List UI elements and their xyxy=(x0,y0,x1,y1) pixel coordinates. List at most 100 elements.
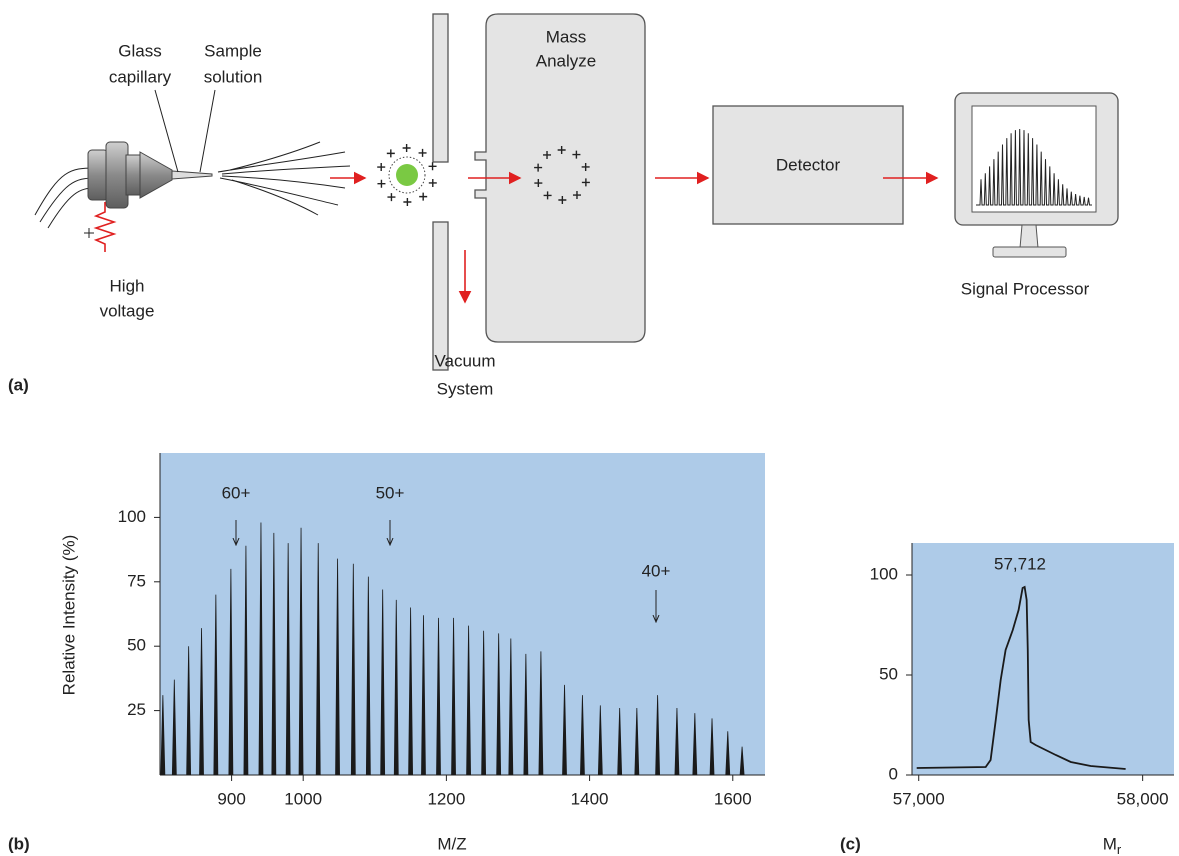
annotation: 40+ xyxy=(642,561,671,580)
peak xyxy=(213,594,219,776)
annotation: 60+ xyxy=(222,483,251,502)
charge-symbol xyxy=(581,162,590,171)
charge-symbol xyxy=(558,195,567,204)
droplet xyxy=(396,164,418,186)
x-tick-label: 1400 xyxy=(571,789,609,808)
label: Signal Processor xyxy=(961,279,1090,298)
label: Sample xyxy=(204,41,262,60)
panel-label: (c) xyxy=(840,834,861,853)
x-tick-label: 1200 xyxy=(427,789,465,808)
annotation: 50+ xyxy=(376,483,405,502)
peak xyxy=(199,628,204,776)
y-tick-label: 50 xyxy=(127,636,146,655)
x-tick-label: 900 xyxy=(217,789,245,808)
charge-symbol xyxy=(418,148,427,157)
label: Analyze xyxy=(536,51,596,70)
flow-arrows xyxy=(330,171,939,304)
peak xyxy=(421,615,426,776)
x-axis-label: M/Z xyxy=(437,834,466,853)
peak xyxy=(597,705,603,776)
peak xyxy=(258,522,264,776)
annotation: 57,712 xyxy=(994,554,1046,573)
x-tick-label: 58,000 xyxy=(1117,789,1169,808)
y-axis-label: Relative Intensity (%) xyxy=(59,535,78,696)
charge-symbol xyxy=(572,150,581,159)
label: solution xyxy=(204,67,263,86)
peak xyxy=(674,708,680,776)
monitor xyxy=(954,92,1119,258)
peak xyxy=(466,625,471,776)
label: Glass xyxy=(118,41,161,60)
peak xyxy=(496,633,502,776)
mass-analyzer xyxy=(474,13,646,343)
y-tick-label: 100 xyxy=(118,507,146,526)
peak xyxy=(335,558,340,776)
peak xyxy=(739,746,745,776)
label: System xyxy=(437,379,494,398)
label: High xyxy=(110,276,145,295)
peak xyxy=(508,638,514,776)
charge-symbol xyxy=(403,197,412,206)
charge-symbol xyxy=(534,163,543,172)
charge-symbol xyxy=(557,146,566,155)
charge-symbol xyxy=(572,191,581,200)
peak xyxy=(562,684,567,776)
peak xyxy=(350,563,356,776)
plot-area xyxy=(160,453,765,775)
charge-symbol xyxy=(377,163,386,172)
peak xyxy=(408,607,413,776)
label: Mass xyxy=(546,27,587,46)
droplet-shell xyxy=(388,156,426,194)
peak xyxy=(617,708,623,776)
electrospray-source xyxy=(34,89,351,252)
y-tick-label: 25 xyxy=(127,700,146,719)
panel-label: (b) xyxy=(8,834,30,853)
charge-symbol xyxy=(387,193,396,202)
peak xyxy=(315,543,321,776)
label: voltage xyxy=(100,301,155,320)
peak xyxy=(228,568,234,776)
y-tick-label: 75 xyxy=(127,571,146,590)
peak xyxy=(271,532,277,776)
peak xyxy=(160,695,166,776)
vacuum-plate xyxy=(432,13,449,163)
peak xyxy=(725,731,731,776)
charge-symbol xyxy=(581,178,590,187)
peak xyxy=(298,527,304,776)
label: capillary xyxy=(109,67,172,86)
peak xyxy=(655,695,661,776)
peak xyxy=(436,617,441,776)
peak xyxy=(523,653,529,776)
charge-symbol xyxy=(543,191,552,200)
x-axis-label: Mr xyxy=(1103,834,1122,856)
y-tick-label: 50 xyxy=(879,664,898,683)
y-tick-label: 0 xyxy=(889,764,898,783)
label: Vacuum xyxy=(434,351,495,370)
peak xyxy=(171,679,177,776)
peak xyxy=(186,646,192,776)
vacuum-plate xyxy=(432,221,449,371)
x-tick-label: 1600 xyxy=(714,789,752,808)
charge-symbol xyxy=(377,179,386,188)
charge-symbol xyxy=(428,178,437,187)
peak xyxy=(451,617,456,776)
peak xyxy=(634,708,640,776)
peak xyxy=(481,630,487,776)
peak xyxy=(380,589,386,776)
peak xyxy=(243,545,249,776)
panel-label: (a) xyxy=(8,375,29,394)
peak xyxy=(538,651,544,776)
x-tick-label: 1000 xyxy=(284,789,322,808)
y-tick-label: 100 xyxy=(870,564,898,583)
line xyxy=(916,585,1126,770)
charge-symbol xyxy=(419,192,428,201)
charge-symbol xyxy=(534,179,543,188)
peak xyxy=(580,695,585,776)
detector xyxy=(712,105,904,225)
peak xyxy=(285,543,291,776)
charge-symbol xyxy=(543,150,552,159)
peak xyxy=(709,718,715,776)
peak xyxy=(365,576,371,776)
peak xyxy=(692,713,698,776)
